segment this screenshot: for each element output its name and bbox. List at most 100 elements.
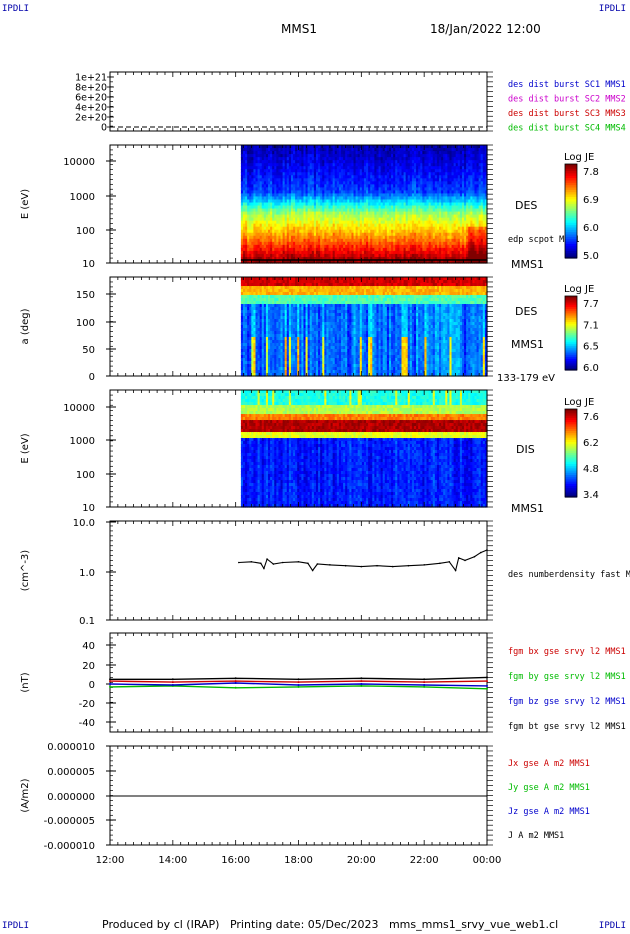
des-energy-spectrogram-cell-16-9 bbox=[274, 172, 277, 176]
des-energy-spectrogram-cell-12-36 bbox=[265, 253, 269, 258]
des-energy-colorbar-tick-2: 6.0 bbox=[583, 223, 599, 234]
des-energy-spectrogram-cell-6-28 bbox=[253, 229, 257, 234]
des-energy-spectrogram-cell-14-15 bbox=[270, 190, 273, 195]
des-energy-spectrogram-cell-14-11 bbox=[270, 178, 273, 182]
des-energy-spectrogram-cell-3-3 bbox=[247, 154, 250, 158]
des-energy-spectrogram-cell-7-29 bbox=[255, 232, 259, 237]
des-energy-spectrogram-cell-17-16 bbox=[276, 193, 280, 198]
des-energy-spectrogram-cell-14-4 bbox=[270, 157, 273, 161]
des-energy-spectrogram-cell-10-30 bbox=[261, 235, 265, 240]
des-energy-spectrogram-cell-12-20 bbox=[265, 205, 269, 210]
des-energy-spectrogram-cell-11-21 bbox=[263, 208, 267, 213]
des-energy-spectrogram-cell-18-13 bbox=[278, 184, 282, 188]
des-energy-spectrogram-cell-18-3 bbox=[278, 154, 282, 158]
des-energy-spectrogram-cell-16-1 bbox=[274, 148, 277, 152]
des-energy-spectrogram-cell-4-27 bbox=[249, 226, 252, 231]
des-energy-spectrogram-cell-19-7 bbox=[280, 166, 284, 170]
des-energy-spectrogram-cell-9-30 bbox=[259, 235, 263, 240]
des-energy-spectrogram-cell-8-17 bbox=[257, 196, 261, 201]
des-energy-spectrogram-cell-13-9 bbox=[268, 172, 271, 176]
des-energy-spectrogram-cell-0-6 bbox=[240, 163, 244, 167]
des-energy-spectrogram-cell-4-32 bbox=[249, 241, 252, 246]
des-energy-spectrogram-cell-17-32 bbox=[276, 241, 280, 246]
des-energy-spectrogram-cell-18-29 bbox=[278, 232, 282, 237]
des-energy-spectrogram-cell-2-17 bbox=[245, 196, 248, 201]
des-energy-spectrogram-cell-15-31 bbox=[272, 238, 275, 243]
des-energy-spectrogram-cell-12-4 bbox=[265, 157, 269, 161]
des-energy-spectrogram-cell-3-34 bbox=[247, 247, 250, 252]
des-energy-spectrogram-cell-11-36 bbox=[263, 253, 267, 258]
des-energy-spectrogram-cell-12-10 bbox=[265, 175, 269, 179]
corner-mark-top-right: IPDLI bbox=[598, 4, 626, 14]
des-energy-spectrogram-cell-13-31 bbox=[268, 238, 271, 243]
des-energy-spectrogram-cell-19-10 bbox=[280, 175, 284, 179]
des-energy-spectrogram-cell-9-15 bbox=[259, 190, 263, 195]
des-energy-spectrogram-cell-1-30 bbox=[242, 235, 246, 240]
des-energy-spectrogram-cell-5-22 bbox=[251, 211, 255, 216]
des-energy-spectrogram-cell-12-9 bbox=[265, 172, 269, 176]
des-energy-spectrogram-cell-12-12 bbox=[265, 181, 269, 185]
des-energy-spectrogram-cell-10-18 bbox=[261, 199, 265, 204]
burst-ytick-2: 6e+20 bbox=[75, 93, 107, 104]
des-energy-spectrogram-cell-16-18 bbox=[274, 199, 277, 204]
des-energy-spectrogram-cell-14-12 bbox=[270, 181, 273, 185]
des-energy-spectrogram-cell-7-16 bbox=[255, 193, 259, 198]
des-energy-spectrogram-cell-10-10 bbox=[261, 175, 265, 179]
des-energy-spectrogram-cell-14-0 bbox=[270, 145, 273, 149]
des-energy-spectrogram-cell-17-28 bbox=[276, 229, 280, 234]
des-energy-spectrogram-cell-9-28 bbox=[259, 229, 263, 234]
des-energy-spectrogram-cell-13-26 bbox=[268, 223, 271, 228]
des-energy-spectrogram-cell-12-29 bbox=[265, 232, 269, 237]
des-energy-spectrogram-cell-14-31 bbox=[270, 238, 273, 243]
des-energy-spectrogram-cell-18-6 bbox=[278, 163, 282, 167]
des-energy-spectrogram-cell-8-35 bbox=[257, 250, 261, 255]
des-energy-spectrogram-cell-6-26 bbox=[253, 223, 257, 228]
des-energy-spectrogram-cell-9-18 bbox=[259, 199, 263, 204]
des-energy-spectrogram-cell-2-21 bbox=[245, 208, 248, 213]
des-energy-spectrogram-cell-0-20 bbox=[240, 205, 244, 210]
des-energy-spectrogram-cell-1-11 bbox=[242, 178, 246, 182]
des-energy-spectrogram-cell-16-36 bbox=[274, 253, 277, 258]
des-energy-spectrogram-cell-6-2 bbox=[253, 151, 257, 155]
des-energy-spectrogram-cell-13-23 bbox=[268, 214, 271, 219]
des-energy-spectrogram-cell-14-21 bbox=[270, 208, 273, 213]
des-energy-spectrogram-cell-8-4 bbox=[257, 157, 261, 161]
des-energy-spectrogram-cell-7-13 bbox=[255, 184, 259, 188]
des-energy-spectrogram-cell-15-15 bbox=[272, 190, 275, 195]
des-energy-spectrogram-cell-8-28 bbox=[257, 229, 261, 234]
des-energy-spectrogram-cell-4-31 bbox=[249, 238, 252, 243]
des-energy-spectrogram-cell-1-5 bbox=[242, 160, 246, 164]
burst-legend-0: des dist burst SC1 MMS1 bbox=[508, 80, 626, 90]
des-energy-spectrogram-cell-13-5 bbox=[268, 160, 271, 164]
des-energy-spectrogram-cell-4-21 bbox=[249, 208, 252, 213]
des-energy-spectrogram-cell-0-15 bbox=[240, 190, 244, 195]
des-energy-spectrogram-cell-16-15 bbox=[274, 190, 277, 195]
des-energy-spectrogram-cell-4-17 bbox=[249, 196, 252, 201]
des-energy-spectrogram-cell-9-13 bbox=[259, 184, 263, 188]
des-energy-spectrogram-cell-12-3 bbox=[265, 154, 269, 158]
des-energy-spectrogram-cell-10-26 bbox=[261, 223, 265, 228]
des-energy-spectrogram-cell-6-32 bbox=[253, 241, 257, 246]
des-energy-spectrogram-cell-15-12 bbox=[272, 181, 275, 185]
des-energy-spectrogram-cell-12-14 bbox=[265, 187, 269, 191]
des-energy-spectrogram-cell-5-16 bbox=[251, 193, 255, 198]
des-energy-spectrogram-cell-18-11 bbox=[278, 178, 282, 182]
des-energy-spectrogram-cell-12-13 bbox=[265, 184, 269, 188]
des-energy-spectrogram-cell-0-12 bbox=[240, 181, 244, 185]
des-energy-spectrogram-cell-5-11 bbox=[251, 178, 255, 182]
des-energy-spectrogram-cell-17-15 bbox=[276, 190, 280, 195]
des-energy-spectrogram-cell-0-28 bbox=[240, 229, 244, 234]
des-energy-spectrogram-cell-12-28 bbox=[265, 229, 269, 234]
des-energy-spectrogram-cell-2-38 bbox=[245, 259, 248, 264]
des-energy-spectrogram-cell-3-38 bbox=[247, 259, 250, 264]
des-energy-spectrogram-cell-18-23 bbox=[278, 214, 282, 219]
des-energy-spectrogram-cell-9-11 bbox=[259, 178, 263, 182]
des-energy-spectrogram-cell-17-19 bbox=[276, 202, 280, 207]
des-energy-spectrogram-cell-5-0 bbox=[251, 145, 255, 149]
des-energy-spectrogram-cell-5-7 bbox=[251, 166, 255, 170]
des-energy-spectrogram-cell-14-37 bbox=[270, 256, 273, 261]
des-energy-spectrogram-cell-2-29 bbox=[245, 232, 248, 237]
des-energy-spectrogram-cell-10-36 bbox=[261, 253, 265, 258]
des-energy-spectrogram-cell-4-24 bbox=[249, 217, 252, 222]
des-energy-spectrogram-cell-0-33 bbox=[240, 244, 244, 249]
